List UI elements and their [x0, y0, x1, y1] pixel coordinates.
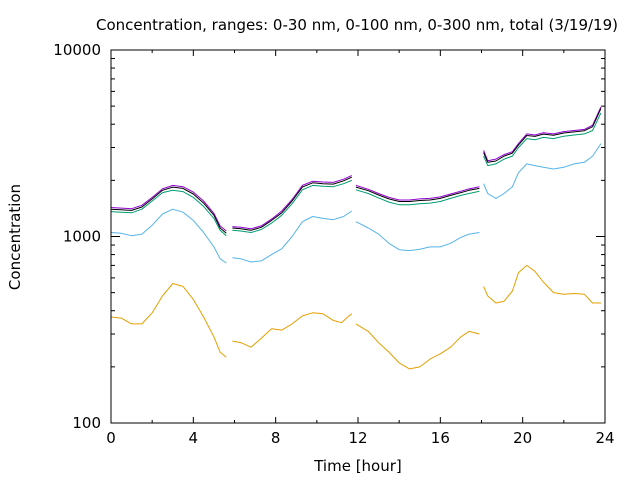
y-axis-label: Concentration	[6, 184, 24, 290]
series-2-segment-2	[355, 189, 480, 206]
series-2	[110, 112, 602, 237]
series-1-segment-1	[232, 210, 353, 263]
series-1-segment-2	[355, 221, 480, 252]
series-0-segment-0	[110, 283, 227, 358]
x-tick-label: 0	[106, 429, 116, 447]
series-2-segment-0	[110, 189, 227, 237]
series-4-segment-0	[110, 186, 227, 234]
y-axis: 100 1000 10000	[53, 41, 605, 432]
plot-frame	[110, 49, 606, 424]
y-tick-label: 10000	[53, 41, 101, 59]
y-tick-label: 1000	[63, 228, 101, 246]
series-4	[110, 108, 602, 234]
x-tick-label: 16	[431, 429, 450, 447]
series-1-segment-3	[483, 143, 602, 199]
x-tick-label: 12	[348, 429, 367, 447]
x-tick-label: 4	[189, 429, 199, 447]
x-tick-label: 20	[513, 429, 532, 447]
x-tick-label: 24	[595, 429, 614, 447]
series-3-segment-2	[355, 184, 480, 201]
series-0-segment-1	[232, 312, 353, 348]
series-3	[110, 106, 602, 232]
series-2-segment-1	[232, 179, 352, 233]
series-2-segment-3	[483, 112, 602, 167]
series-4-segment-1	[232, 176, 353, 231]
series-3-segment-3	[483, 106, 602, 162]
y-tick-label: 100	[72, 414, 101, 432]
series-0	[110, 264, 601, 370]
series-3-segment-1	[232, 175, 353, 230]
x-tick-label: 8	[271, 429, 281, 447]
x-axis: 0 4 8 12 16 20 24	[106, 50, 615, 447]
series-4-segment-3	[483, 108, 602, 163]
series-3-segment-0	[110, 184, 227, 232]
series-0-segment-3	[483, 264, 601, 304]
series-0-segment-2	[355, 323, 480, 370]
chart-title: Concentration, ranges: 0-30 nm, 0-100 nm…	[96, 16, 618, 34]
plot-area	[110, 106, 602, 370]
x-axis-label: Time [hour]	[313, 457, 402, 475]
series-1-segment-0	[110, 208, 227, 264]
series-4-segment-2	[355, 186, 480, 202]
series-1	[110, 143, 602, 264]
